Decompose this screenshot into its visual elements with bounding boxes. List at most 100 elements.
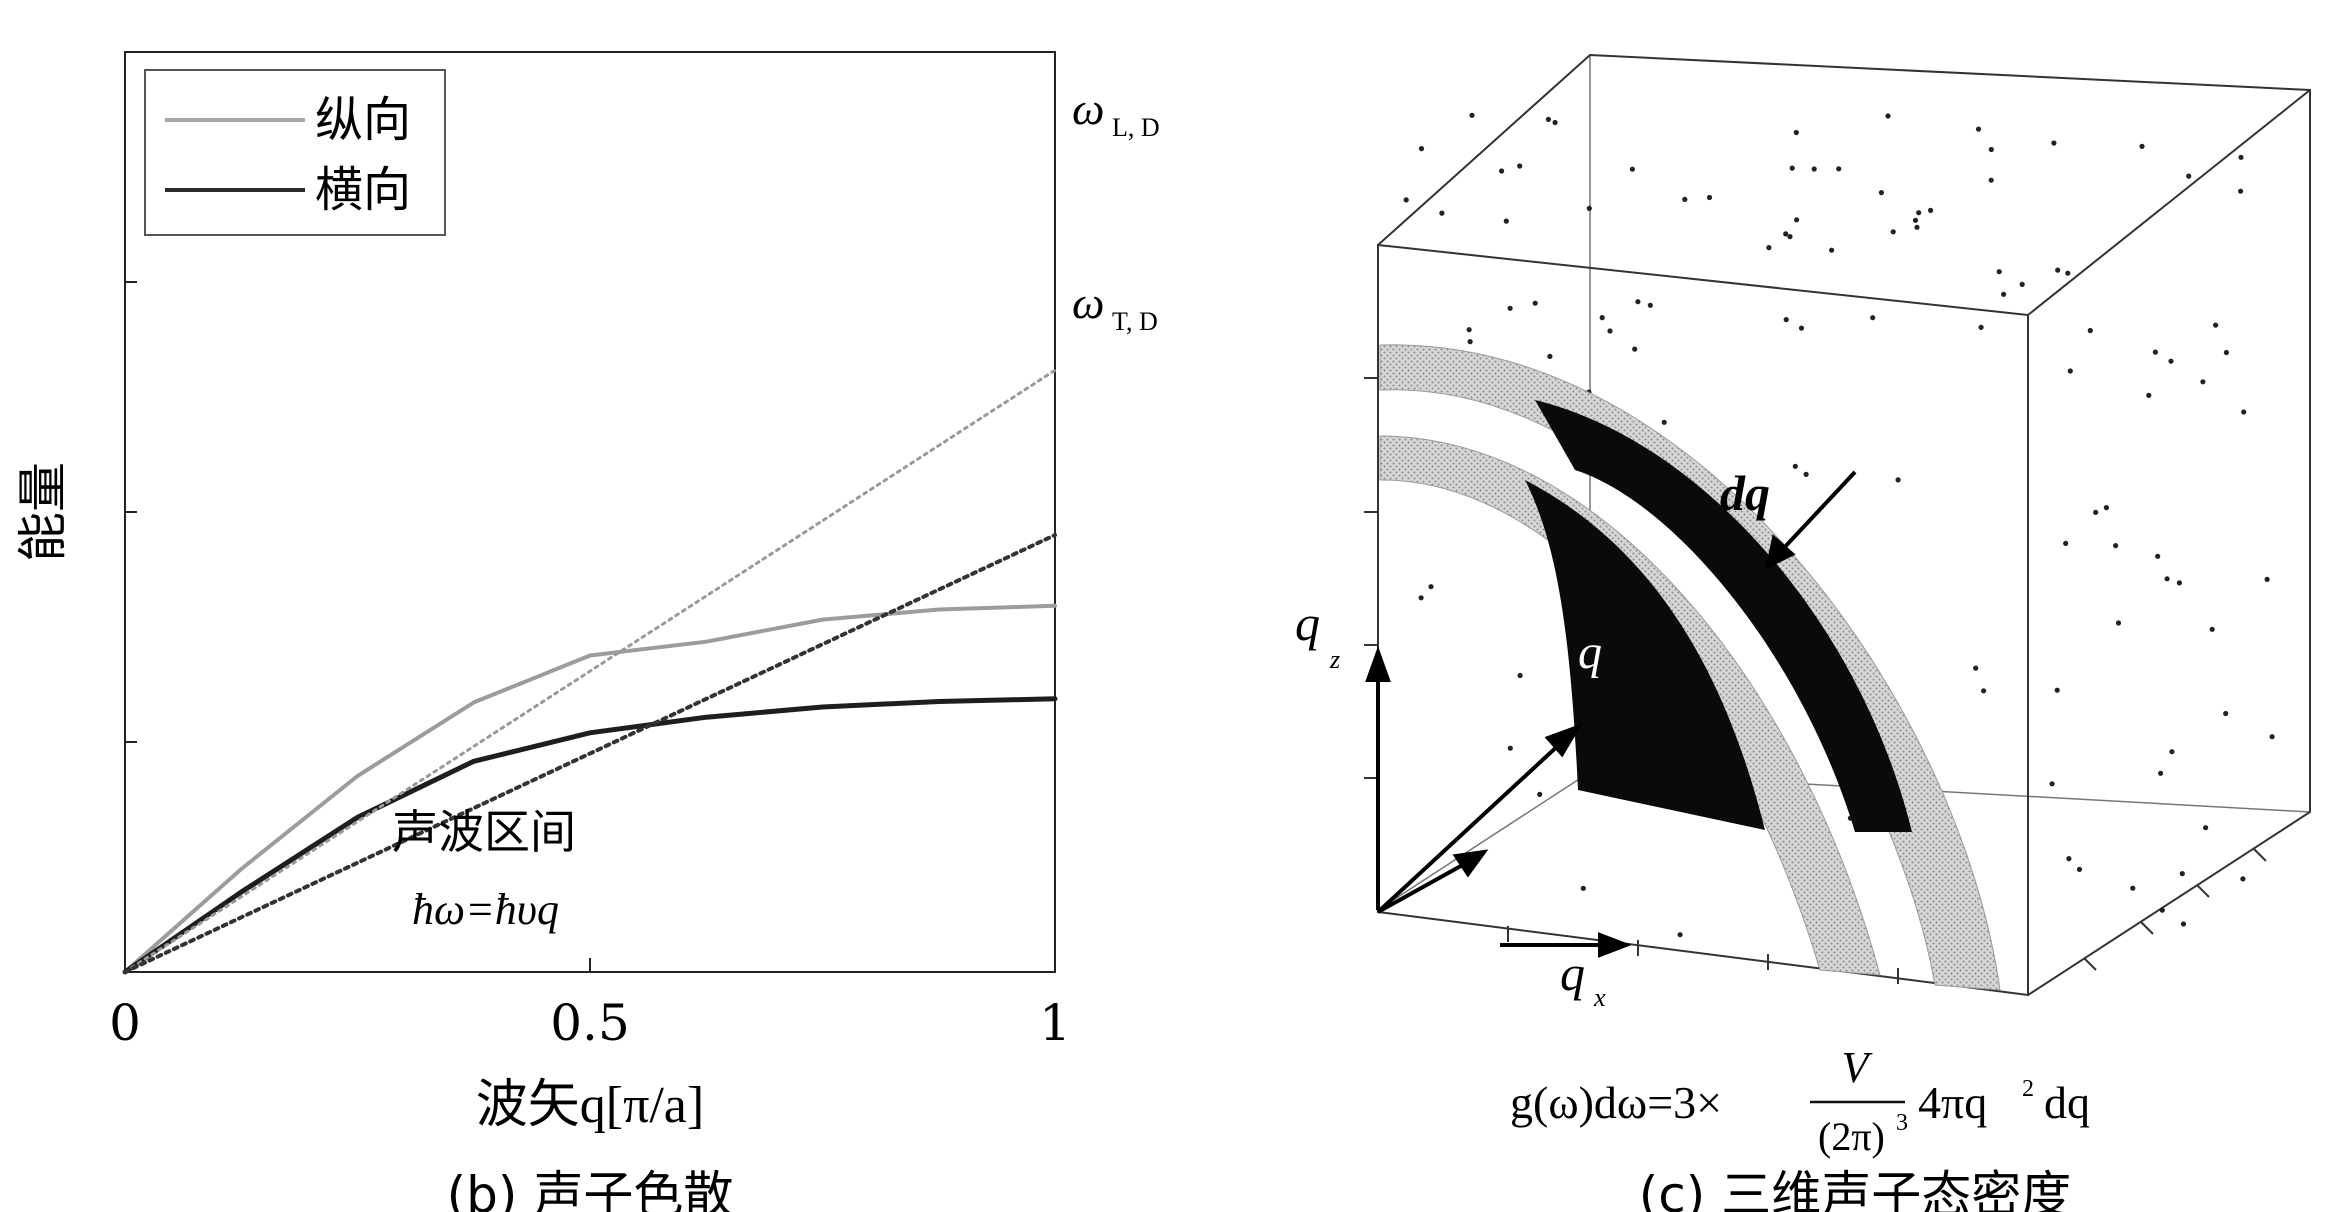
lattice-dot	[1580, 885, 1586, 891]
lattice-dot	[1647, 302, 1653, 308]
lattice-dot	[2164, 576, 2170, 582]
lattice-dot	[1517, 163, 1523, 169]
lattice-dot	[2241, 409, 2247, 415]
inner-shell-stipple	[1379, 435, 1881, 976]
lattice-dot	[2186, 173, 2192, 179]
lattice-dot	[2209, 626, 2215, 632]
x-axis-label: 波矢q[π/a]	[476, 1077, 704, 1134]
lattice-dot	[1418, 595, 1424, 601]
lattice-dot	[1783, 317, 1789, 323]
lattice-dot	[1914, 224, 1920, 230]
lattice-dot	[1507, 745, 1513, 751]
lattice-dot	[1794, 217, 1800, 223]
formula-rhs-tail: dq	[2044, 1077, 2090, 1128]
formula-numerator: V	[1842, 1043, 1874, 1092]
outer-shell-dark	[1535, 400, 1912, 832]
cube-ticks	[1364, 377, 2267, 984]
lattice-dot	[2223, 710, 2229, 717]
lattice-dot	[1682, 196, 1688, 202]
lattice-dot	[2054, 687, 2060, 693]
legend-box	[144, 69, 446, 236]
lattice-dot	[1878, 190, 1884, 196]
lattice-dot	[1599, 315, 1605, 321]
lattice-dot	[1629, 166, 1635, 172]
lattice-dot	[2240, 876, 2246, 882]
lattice-dot	[2238, 188, 2244, 194]
series-line-横向	[122, 696, 1058, 975]
qz-arrow	[1365, 646, 1391, 910]
lattice-dot	[1981, 688, 1987, 694]
lattice-dot	[1996, 269, 2002, 275]
omega-T-symbol: ω	[1072, 277, 1104, 328]
left-caption: (b) 声子色散	[447, 1166, 734, 1212]
right-caption: (c) 三维声子态密度	[1639, 1166, 2071, 1212]
lattice-dot	[2113, 543, 2119, 549]
formula-rhs: 4πq	[1918, 1077, 1987, 1128]
formula-rhs-exponent: 2	[2022, 1076, 2034, 1102]
lattice-dot	[1677, 932, 1683, 938]
lattice-dot	[2049, 781, 2055, 787]
lattice-dot	[1428, 584, 1434, 590]
lattice-dot	[2238, 154, 2244, 160]
qz-subscript: z	[1329, 645, 1340, 674]
lattice-dot	[1973, 665, 1979, 671]
lattice-dot	[2168, 358, 2174, 364]
lattice-dot	[1517, 672, 1523, 679]
lattice-dot	[2093, 509, 2099, 515]
lattice-dot	[1635, 299, 1641, 305]
dq-label: dq	[1720, 465, 1770, 521]
lattice-dot	[1706, 194, 1713, 201]
lattice-dot	[1607, 328, 1613, 334]
lattice-dot	[1885, 113, 1891, 119]
omega-L-subscript: L, D	[1112, 113, 1160, 142]
legend: 纵向 横向	[144, 69, 446, 236]
omega-L-symbol: ω	[1072, 83, 1104, 134]
lattice-dot	[2264, 576, 2270, 583]
series-line-asymptote-2	[123, 368, 1057, 974]
formula-denominator-exponent: 3	[1896, 1110, 1908, 1136]
lattice-dot	[1439, 210, 1445, 216]
series-line-纵向	[123, 603, 1057, 974]
lattice-dot	[1766, 245, 1772, 251]
lattice-dot	[2066, 856, 2072, 862]
dq-pointer-arrow	[1765, 470, 1857, 570]
lattice-dot	[1988, 177, 1994, 183]
lattice-dot	[1547, 353, 1553, 359]
lattice-dot	[1552, 119, 1558, 126]
lattice-dot	[2087, 327, 2093, 334]
lattice-dot	[1890, 229, 1896, 235]
q-vector-label: q	[1578, 626, 1602, 679]
lattice-dot	[1537, 791, 1543, 798]
x-tick-label: 0.5	[550, 994, 630, 1052]
x-tick-label: 1	[1039, 994, 1071, 1052]
lattice-dot	[2063, 540, 2069, 547]
lattice-dot	[2001, 291, 2007, 297]
lattice-dot	[1928, 207, 1934, 213]
lattice-dot	[2169, 749, 2175, 755]
x-tick-label: 0	[109, 994, 141, 1052]
lattice-dot	[1503, 218, 1509, 224]
qx-label: q x	[1560, 945, 1606, 1012]
lattice-dot	[1418, 146, 1425, 152]
lattice-dot	[2055, 267, 2061, 273]
lattice-dot	[1632, 346, 1638, 352]
q-vector-arrow	[1376, 723, 1583, 914]
lattice-dot	[1988, 146, 1994, 153]
lattice-dot	[1499, 168, 1505, 174]
inner-sphere-dark	[1525, 480, 1765, 830]
lattice-dot	[1798, 325, 1805, 331]
lattice-dot	[2158, 770, 2164, 776]
lattice-dot	[1895, 477, 1901, 483]
qz-label: q z	[1295, 595, 1340, 674]
lattice-dot	[1912, 217, 1919, 223]
lattice-dot	[2065, 270, 2071, 276]
dos-diagram: dq q q z q x g(ω)dω=3× V (2π) 3 4πq 2 dq…	[1295, 53, 2311, 1212]
lattice-dot	[2130, 885, 2136, 891]
qx-subscript: x	[1593, 983, 1606, 1012]
lattice-dot	[1811, 166, 1817, 172]
lattice-dot	[1467, 339, 1473, 345]
lattice-dot	[1469, 112, 1475, 118]
lattice-dot	[2176, 580, 2182, 586]
legend-label-longitudinal: 纵向	[315, 92, 411, 148]
lattice-dot	[1803, 471, 1809, 477]
